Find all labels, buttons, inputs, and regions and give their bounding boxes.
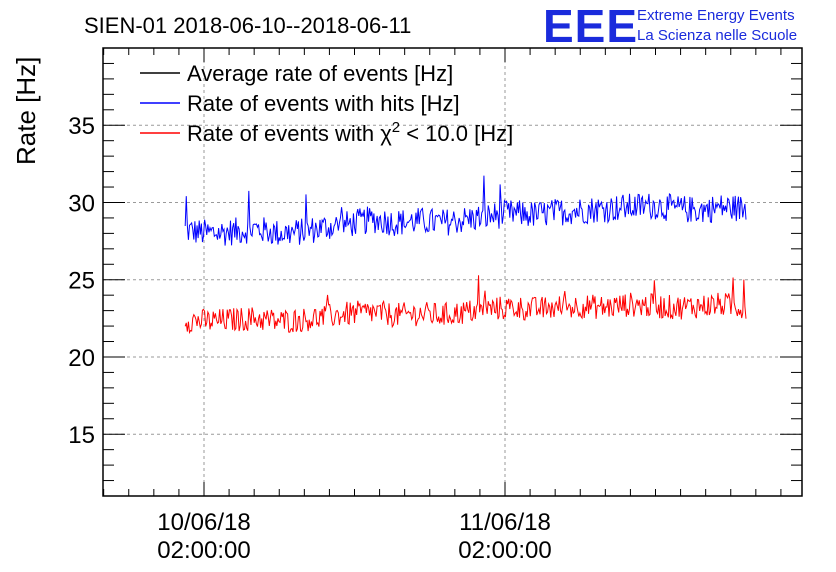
chart-title: SIEN-01 2018-06-10--2018-06-11 [84,13,411,38]
y-tick-label: 25 [68,268,95,295]
series-line-1 [184,175,747,246]
x-tick-label-date: 10/06/18 [157,509,250,536]
legend-label-2: Rate of events with χ2 < 10.0 [Hz] [187,119,513,146]
legend-label-1: Rate of events with hits [Hz] [187,91,460,116]
logo-line-2: La Scienza nelle Scuole [637,27,797,44]
x-tick-label-time: 02:00:00 [458,537,551,564]
plot-frame [102,47,803,497]
x-tick-label-date: 11/06/18 [459,509,551,536]
axes: 152025303510/06/1802:00:0011/06/1802:00:… [68,47,803,564]
legend-label-0: Average rate of events [Hz] [187,61,453,86]
grid [103,48,802,496]
eee-logo: EEE Extreme Energy Events La Scienza nel… [543,0,797,52]
logo-line-1: Extreme Energy Events [637,7,795,24]
x-tick-label-time: 02:00:00 [157,537,250,564]
series-line-2 [184,275,747,335]
series-layer [184,175,747,335]
y-tick-label: 35 [68,113,95,140]
y-tick-label: 30 [68,190,95,217]
legend: Average rate of events [Hz] Rate of event… [140,61,513,146]
y-tick-label: 15 [68,422,95,449]
logo-mark: EEE [543,0,638,52]
y-axis-label: Rate [Hz] [11,57,41,165]
y-tick-label: 20 [68,345,95,372]
